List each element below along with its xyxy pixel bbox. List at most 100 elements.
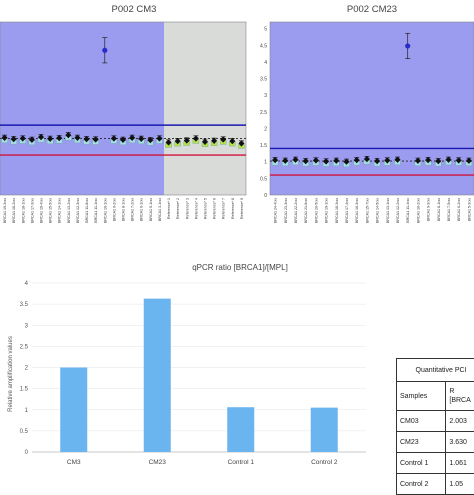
table-header-samples: Samples (397, 382, 446, 411)
x-tick-label: BRCA1 13-2rxx (67, 198, 71, 223)
y-tick-label: 3 (264, 93, 267, 99)
table-cell-value: 1.05 (446, 474, 474, 495)
y-tick-label: 0 (264, 193, 267, 199)
x-tick-label: BRCA1 12-2rxx (396, 198, 400, 223)
y-tick-label: 3 (25, 323, 29, 329)
y-tick-label: 3.5 (260, 77, 267, 83)
x-tick-label: BRCA1 15-7rxx (365, 198, 369, 223)
bar (311, 408, 338, 452)
y-tick-label: 5 (264, 27, 267, 33)
x-tick-label: Reference* 4 (194, 198, 198, 219)
y-tick-label: 0.5 (260, 176, 267, 182)
table-cell-value: 3.630 (446, 432, 474, 453)
x-tick-label: BRCA1 18-1rxx (21, 198, 25, 223)
x-tick-label: Control 2 (311, 459, 338, 466)
x-tick-label: CM23 (149, 459, 167, 466)
normal-region-shading (0, 22, 164, 195)
x-tick-label: BRCA1 15-5rxx (49, 198, 53, 223)
y-tick-label: 1 (264, 160, 267, 166)
x-tick-label: Reference* 5 (204, 198, 208, 219)
x-tick-label: Reference* 6 (213, 198, 217, 219)
x-tick-label: CM3 (67, 459, 81, 466)
x-tick-label: Reference* 1 (167, 198, 171, 219)
x-tick-label: BRCA1 6-1rxx (140, 198, 144, 221)
y-tick-label: 4 (25, 281, 29, 287)
x-tick-label: BRCA1 17-4rxx (345, 198, 349, 223)
table-cell-value: 1.061 (446, 453, 474, 474)
x-tick-label: BRCA1 19-3rxx (3, 198, 7, 223)
x-tick-label: BRCA1 11-8rxx (85, 198, 89, 223)
x-tick-label: BRCA1 23-3rxx (284, 198, 288, 223)
x-tick-label: BRCA1 16-4rxx (40, 198, 44, 223)
x-tick-label: BRCA1 8-1rxx (437, 198, 441, 221)
bar-chart-qpcr: 0 0.5 1 1.5 2 2.5 3 3.5 4 CM3 CM23 Control 1 Control… (20, 281, 366, 466)
bar (144, 299, 171, 452)
x-tick-label: BRCA1 6-2rxx (457, 198, 461, 221)
table-cell-sample: CM23 (397, 432, 446, 453)
x-tick-label: Reference* 3 (185, 198, 189, 219)
x-tick-label: BRCA1 11-4rxx (406, 198, 410, 223)
x-tick-label: Reference* 7 (222, 198, 226, 219)
table-cell-sample: CM03 (397, 411, 446, 432)
y-tick-label: 1.5 (20, 387, 29, 393)
x-tick-label: BRCA1 20-5rxx (314, 198, 318, 223)
y-tick-label: 4.5 (260, 43, 267, 49)
table-cell-sample: Control 1 (397, 453, 446, 474)
bar (227, 407, 254, 452)
x-tick-label: BRCA1 22-2rxx (294, 198, 298, 223)
x-tick-label: BRCA1 19-1rxx (325, 198, 329, 223)
x-tick-label: BRCA1 9-3rxx (427, 198, 431, 221)
x-tick-label: BRCA1 3-1rxx (158, 198, 162, 221)
x-tick-label: BRCA1 14-5rxx (376, 198, 380, 223)
scatter-panel-cm3: BRCA1 19-3rxx BRCA1 18-2rxx BRCA1 18-1rxx B… (0, 22, 246, 223)
x-tick-label: BRCA1 10-2rxx (416, 198, 420, 223)
y-tick-label: 2.5 (20, 344, 29, 350)
x-tick-label: BRCA1 5-3rxx (467, 198, 471, 221)
x-tick-label: BRCA1 8-1rxx (122, 198, 126, 221)
table-header-value-sub: [BRCA (449, 397, 470, 404)
y-tick-label: 2.5 (260, 110, 267, 116)
x-tick-label: Control 1 (228, 459, 255, 466)
x-tick-label: BRCA1 12-3rxx (76, 198, 80, 223)
x-tick-label: BRCA1 13-1rxx (386, 198, 390, 223)
normal-region-shading (270, 22, 474, 195)
y-tick-label: 2 (25, 366, 29, 372)
bar-y-axis-label: Relative amplification values (8, 336, 14, 412)
y-tick-label: 2 (264, 126, 267, 132)
y-tick-label: 1.5 (260, 143, 267, 149)
x-tick-label: BRCA1 24-4rxx (274, 198, 278, 223)
x-tick-label: Reference* 9 (240, 198, 244, 219)
x-tick-label: BRCA1 7-2rxx (131, 198, 135, 221)
x-tick-label: Reference* 2 (176, 198, 180, 219)
data-point-outlier (102, 48, 107, 53)
x-tick-label: BRCA1 10-1rxx (103, 198, 107, 223)
table-header-value-main: R (449, 388, 454, 395)
y-tick-label: 0.5 (20, 429, 29, 435)
x-tick-label: BRCA1 7-5rxx (447, 198, 451, 221)
y-tick-label: 4 (264, 60, 267, 66)
x-tick-label: BRCA1 18-2rxx (12, 198, 16, 223)
data-point-outlier (405, 43, 410, 48)
y-tick-label: 0 (25, 450, 29, 456)
x-tick-label: BRCA1 18-3rxx (335, 198, 339, 223)
x-tick-label: BRCA1 11-1rxx (94, 198, 98, 223)
x-tick-label: BRCA1 9-2rxx (112, 198, 116, 221)
table-header-value: R [BRCA (446, 382, 474, 411)
table-cell-sample: Control 2 (397, 474, 446, 495)
reference-region-shading (164, 22, 246, 195)
bar (60, 368, 87, 453)
x-tick-label: BRCA1 14-1rxx (58, 198, 62, 223)
x-tick-label: BRCA1 17-3rxx (30, 198, 34, 223)
x-tick-label: BRCA1 16-3rxx (355, 198, 359, 223)
x-tick-label: Reference* 8 (231, 198, 235, 219)
x-tick-label: BRCA1 5-1rxx (149, 198, 153, 221)
table-title: Quantitative PCI (397, 359, 474, 382)
y-tick-label: 1 (25, 408, 29, 414)
scatter-panel-cm23: BRCA1 24-4rxx BRCA1 23-3rxx BRCA1 22-2rxx B… (260, 22, 474, 223)
y-tick-label: 3.5 (20, 302, 29, 308)
